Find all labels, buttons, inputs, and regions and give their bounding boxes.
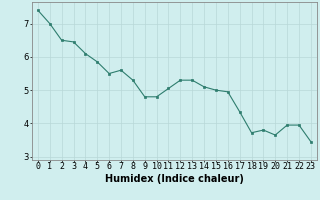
X-axis label: Humidex (Indice chaleur): Humidex (Indice chaleur) [105, 174, 244, 184]
